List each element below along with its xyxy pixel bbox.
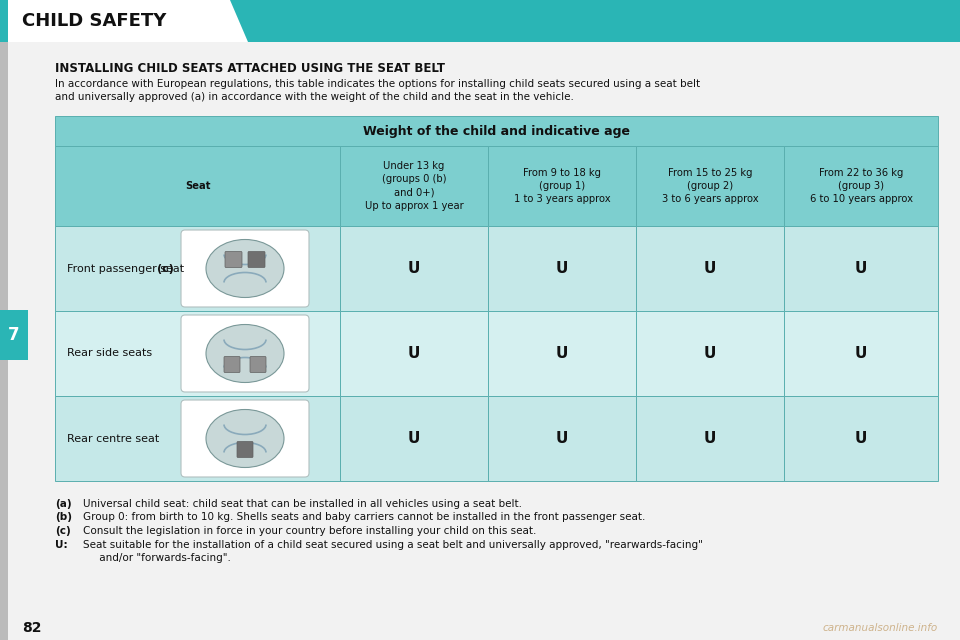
Text: 7: 7 xyxy=(9,326,20,344)
Bar xyxy=(488,311,636,396)
Bar xyxy=(488,146,636,226)
Text: U: U xyxy=(854,431,867,446)
FancyBboxPatch shape xyxy=(250,356,266,372)
Bar xyxy=(0,0,960,42)
Text: Seat suitable for the installation of a child seat secured using a seat belt and: Seat suitable for the installation of a … xyxy=(83,540,703,550)
Text: Universal child seat: child seat that can be installed in all vehicles using a s: Universal child seat: child seat that ca… xyxy=(83,499,522,509)
Text: CHILD SAFETY: CHILD SAFETY xyxy=(22,12,166,30)
Text: U: U xyxy=(556,261,568,276)
Bar xyxy=(55,116,938,146)
Text: (c): (c) xyxy=(55,526,71,536)
Text: carmanualsonline.info: carmanualsonline.info xyxy=(823,623,938,633)
Text: U:: U: xyxy=(55,540,67,550)
Text: Front passenger seat: Front passenger seat xyxy=(67,264,184,273)
Text: In accordance with European regulations, this table indicates the options for in: In accordance with European regulations,… xyxy=(55,79,700,89)
Ellipse shape xyxy=(206,410,284,467)
Text: (c): (c) xyxy=(157,264,174,273)
Text: Consult the legislation in force in your country before installing your child on: Consult the legislation in force in your… xyxy=(83,526,537,536)
Text: From 15 to 25 kg
(group 2)
3 to 6 years approx: From 15 to 25 kg (group 2) 3 to 6 years … xyxy=(661,168,758,204)
Text: (b): (b) xyxy=(55,513,72,522)
Bar xyxy=(55,311,340,396)
Bar xyxy=(784,396,938,481)
Bar xyxy=(0,310,28,360)
Text: U: U xyxy=(854,346,867,361)
Bar xyxy=(636,226,784,311)
Bar xyxy=(0,0,8,640)
Ellipse shape xyxy=(206,239,284,298)
Text: (a): (a) xyxy=(55,499,72,509)
FancyBboxPatch shape xyxy=(225,252,242,268)
Text: and universally approved (a) in accordance with the weight of the child and the : and universally approved (a) in accordan… xyxy=(55,92,574,102)
Text: From 22 to 36 kg
(group 3)
6 to 10 years approx: From 22 to 36 kg (group 3) 6 to 10 years… xyxy=(809,168,913,204)
Bar xyxy=(636,311,784,396)
Bar xyxy=(636,146,784,226)
Bar xyxy=(784,146,938,226)
Bar xyxy=(340,396,488,481)
FancyBboxPatch shape xyxy=(181,400,309,477)
Text: From 9 to 18 kg
(group 1)
1 to 3 years approx: From 9 to 18 kg (group 1) 1 to 3 years a… xyxy=(514,168,611,204)
Bar xyxy=(784,311,938,396)
Text: Group 0: from birth to 10 kg. Shells seats and baby carriers cannot be installed: Group 0: from birth to 10 kg. Shells sea… xyxy=(83,513,645,522)
Text: Under 13 kg
(groups 0 (b)
and 0+)
Up to approx 1 year: Under 13 kg (groups 0 (b) and 0+) Up to … xyxy=(365,161,464,211)
Text: U: U xyxy=(408,431,420,446)
Text: and/or "forwards-facing".: and/or "forwards-facing". xyxy=(83,553,230,563)
Bar xyxy=(340,226,488,311)
FancyBboxPatch shape xyxy=(181,315,309,392)
Text: U: U xyxy=(704,346,716,361)
Text: U: U xyxy=(854,261,867,276)
Bar xyxy=(55,396,340,481)
Ellipse shape xyxy=(206,324,284,383)
Bar xyxy=(488,226,636,311)
Text: U: U xyxy=(408,346,420,361)
Text: U: U xyxy=(408,261,420,276)
FancyBboxPatch shape xyxy=(224,356,240,372)
FancyBboxPatch shape xyxy=(248,252,265,268)
Text: 82: 82 xyxy=(22,621,41,635)
Bar xyxy=(636,396,784,481)
Text: U: U xyxy=(704,261,716,276)
Bar xyxy=(55,226,340,311)
Polygon shape xyxy=(8,0,248,42)
Bar xyxy=(55,146,340,226)
Text: Rear centre seat: Rear centre seat xyxy=(67,433,159,444)
Text: U: U xyxy=(556,431,568,446)
FancyBboxPatch shape xyxy=(237,442,253,458)
Text: Weight of the child and indicative age: Weight of the child and indicative age xyxy=(363,125,630,138)
Text: U: U xyxy=(556,346,568,361)
Text: INSTALLING CHILD SEATS ATTACHED USING THE SEAT BELT: INSTALLING CHILD SEATS ATTACHED USING TH… xyxy=(55,62,445,75)
Bar xyxy=(488,396,636,481)
Text: U: U xyxy=(704,431,716,446)
Text: Rear side seats: Rear side seats xyxy=(67,349,152,358)
FancyBboxPatch shape xyxy=(181,230,309,307)
Bar xyxy=(340,311,488,396)
Bar xyxy=(340,146,488,226)
Bar xyxy=(784,226,938,311)
Text: Seat: Seat xyxy=(184,181,210,191)
